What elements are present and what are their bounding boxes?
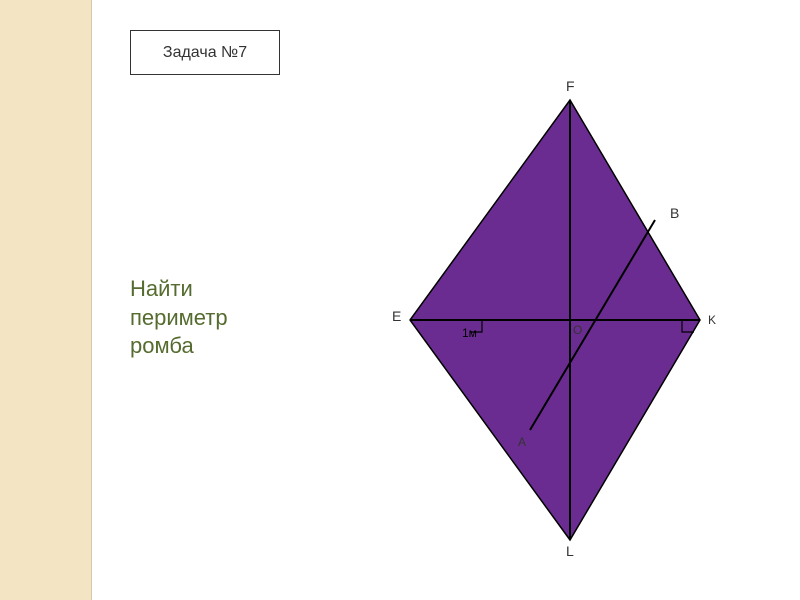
label-o: О (573, 323, 582, 337)
task-line-3: ромба (130, 332, 228, 361)
label-k: K (708, 313, 716, 327)
task-line-1: Найти (130, 275, 228, 304)
label-measure: 1м (462, 326, 477, 340)
task-line-2: периметр (130, 304, 228, 333)
geometry-diagram: F В K L А E О 1м (370, 80, 730, 560)
task-text: Найти периметр ромба (130, 275, 228, 361)
title-box: Задача №7 (130, 30, 280, 75)
label-e: E (392, 308, 401, 324)
title-text: Задача №7 (163, 44, 247, 62)
label-l: L (566, 543, 574, 559)
label-f: F (566, 78, 575, 94)
decorative-strip (0, 0, 92, 600)
label-b: В (670, 205, 679, 221)
label-a: А (518, 435, 526, 449)
diagram-svg (370, 80, 730, 560)
